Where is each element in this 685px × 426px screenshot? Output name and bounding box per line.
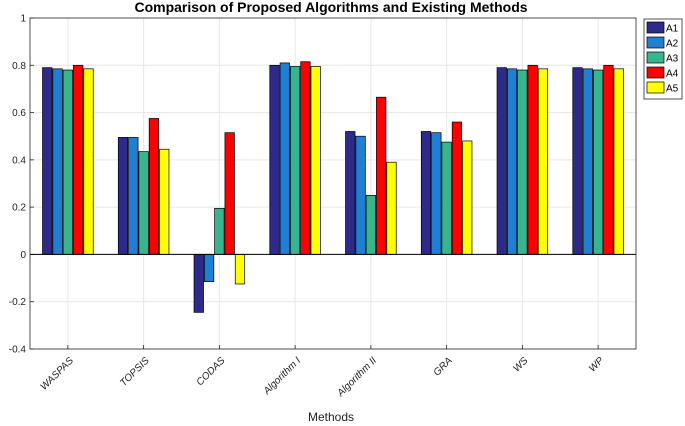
y-tick-label: -0.4 [9,345,27,356]
bar-a1-algorithm-ii [345,131,356,255]
bar-a4-codas [224,132,235,255]
legend-label-a5: A5 [666,84,679,95]
x-tick-label: TOPSIS [118,355,152,389]
bar-a3-topsis [138,151,149,255]
bar-a4-ws [527,64,538,255]
bar-a3-codas [214,207,225,255]
bar-a5-topsis [159,148,170,255]
bar-a2-algorithm-ii [355,135,366,255]
x-tick-label: WP [587,355,606,374]
bar-a2-codas [203,254,215,282]
x-tick-label: GRA [432,355,455,378]
x-tick-label: WS [511,355,530,374]
bar-a3-gra [441,141,452,255]
bar-a3-wp [593,69,604,255]
y-tick-label: 0.4 [12,155,26,166]
legend-swatch-a5 [646,81,665,94]
bar-a2-ws [506,68,518,255]
legend-swatch-a2 [646,36,665,49]
bar-a4-wp [603,64,614,255]
y-tick-label: -0.2 [9,297,27,308]
bar-a1-ws [496,67,507,255]
bar-a3-algorithm-ii [365,194,376,255]
legend-label-a2: A2 [666,39,679,50]
y-tick-label: 1 [20,14,26,25]
bar-a3-waspas [62,69,73,255]
bar-a1-gra [420,131,432,255]
legend-label-a4: A4 [666,69,679,80]
legend-swatch-a4 [646,66,665,79]
bar-a4-algorithm-ii [376,96,387,255]
legend-label-a1: A1 [666,24,679,35]
bar-a1-codas [193,254,204,313]
bar-a2-gra [431,132,442,255]
legend: A1 A2 A3 A4 A5 [643,18,683,100]
y-tick-label: 0.6 [12,108,26,119]
bar-a5-gra [462,140,473,255]
bar-a5-algorithm-ii [386,161,397,255]
x-tick-label: WASPAS [39,355,77,393]
chart-title: Comparison of Proposed Algorithms and Ex… [134,0,527,15]
bar-a5-wp [613,68,624,255]
bar-a2-wp [582,68,593,255]
bar-a5-waspas [83,68,94,255]
bar-a5-codas [234,254,246,285]
bar-a4-gra [451,121,463,255]
x-axis-label: Methods [308,410,354,424]
bar-a1-algorithm-i [269,64,280,255]
plot-frame [29,17,637,350]
bar-group [42,61,624,313]
bar-a3-ws [517,69,528,255]
legend-label-a3: A3 [666,54,679,65]
bar-a3-algorithm-i [290,66,301,255]
x-tick-label: Algorithm II [335,355,379,399]
x-tick-label: Algorithm I [261,355,303,397]
y-tick-label: 0 [20,250,26,261]
bar-a5-ws [537,68,549,255]
y-axis-ticks: -0.4 -0.2 0 0.2 0.4 0.6 0.8 1 [9,14,34,356]
y-tick-label: 0.2 [12,203,26,214]
legend-swatch-a1 [646,21,665,34]
bar-a2-topsis [128,137,139,255]
bar-a1-waspas [42,67,53,255]
x-axis-ticks: WASPAS TOPSIS CODAS Algorithm I Algorithm II… [39,345,606,400]
bar-a4-waspas [73,64,84,255]
bar-a1-topsis [117,137,129,255]
bar-a4-algorithm-i [300,61,311,255]
bar-a2-algorithm-i [279,62,290,255]
y-tick-label: 0.8 [12,61,26,72]
bar-a1-wp [572,67,583,255]
bar-a4-topsis [148,118,160,255]
x-tick-label: CODAS [195,355,228,388]
bar-a2-waspas [52,68,63,255]
legend-swatch-a3 [646,51,665,64]
bar-a5-algorithm-i [310,66,321,255]
